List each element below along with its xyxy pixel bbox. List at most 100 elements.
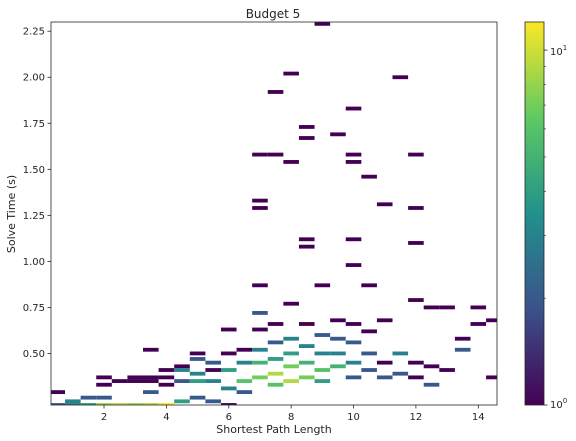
heatmap-cell [423,382,440,387]
heatmap-cell [345,106,362,111]
heatmap-cell [158,403,175,405]
x-tick-label: 2 [101,412,107,423]
heatmap-cell [439,305,455,310]
heatmap-cell [314,333,331,337]
heatmap-cell [314,283,331,288]
x-tick-label: 6 [226,412,232,423]
heatmap-cell [252,206,268,210]
heatmap-cell [283,71,299,76]
heatmap-cell [376,375,393,380]
heatmap-cell [189,357,206,361]
colorbar-tick-label-bottom: 100 [550,397,567,411]
heatmap-cell [143,379,159,383]
heatmap-cell [267,382,284,387]
heatmap-cell [376,360,393,365]
heatmap-cell [283,379,299,383]
heatmap-cell [330,364,346,369]
x-tick-label: 10 [347,412,360,423]
heatmap-cell [174,364,190,369]
heatmap-cell [298,344,315,348]
heatmap-cell [205,399,221,404]
heatmap-cell [345,160,362,164]
y-tick-label: 1.00 [23,257,45,268]
heatmap-cell [330,336,346,341]
heatmap-cell [158,382,175,387]
heatmap-cell [127,379,144,383]
heatmap-cell [470,305,487,310]
heatmap-cell [267,371,284,376]
heatmap-cell [408,206,424,210]
heatmap-cell [376,202,393,207]
heatmap-cell [220,351,237,356]
heatmap-cell [345,263,362,267]
heatmap-cell [65,399,81,404]
heatmap-cell [314,22,331,26]
heatmap-cell [252,283,268,288]
heatmap-cell [330,132,346,137]
heatmap-cell [143,403,159,405]
heatmap-cell [205,360,221,365]
heatmap-cell [361,283,377,288]
heatmap-cell [252,198,268,203]
heatmap-cell [220,327,237,332]
heatmap-cell [376,318,393,323]
y-tick-label: 0.75 [23,303,45,314]
plot-frame [50,21,498,406]
heatmap-cell [127,403,144,405]
heatmap-cell [361,329,377,334]
x-axis-label: Shortest Path Length [216,423,331,436]
heatmap-cell [111,379,128,383]
heatmap-cell [236,379,253,383]
heatmap-cell [298,237,315,242]
heatmap-cell [486,318,497,323]
heatmap-cell [252,152,268,157]
heatmap-cell [298,360,315,365]
heatmap-cell [345,152,362,157]
heatmap-cell [423,364,440,369]
heatmap-cell [283,351,299,356]
heatmap-cell [252,311,268,315]
x-axis-ticks: 2 4 6 8 10 12 14 [101,405,485,423]
heatmap-cell [267,357,284,361]
heatmap-cell [345,375,362,380]
heatmap-cell [283,301,299,306]
heatmap-cell [205,379,221,383]
chart-title: Budget 5 [246,7,301,21]
heatmap-cell [408,360,424,365]
heatmap-cell [283,364,299,369]
heatmap-cell [408,241,424,245]
heatmap-cell [252,347,268,352]
heatmap-cell [96,395,112,400]
heatmap-cell [174,379,190,383]
heatmap-cell [174,399,190,404]
y-tick-label: 2.25 [23,27,45,38]
heatmap-cell [158,368,175,372]
heatmap-cell [143,347,159,352]
y-tick-label: 2.00 [23,73,45,84]
heatmap-cell [298,125,315,129]
colorbar-ticks [544,49,548,406]
heatmap-cell [454,347,471,352]
heatmap-cell [314,351,331,356]
heatmap-cell [51,390,66,395]
heatmap-cell [423,305,440,310]
heatmap-cell [330,351,346,356]
heatmap-cell [392,75,409,80]
heatmap-cell [361,351,377,356]
heatmap-cell [298,136,315,140]
heatmap-cell [298,244,315,249]
heatmap-cell [298,322,315,326]
heatmap-cell [267,90,284,94]
heatmap-cell [189,371,206,376]
heatmap-cell [65,403,81,405]
heatmap-cell [283,336,299,341]
heatmap-cell [236,360,253,365]
heatmap-cell [345,360,362,365]
heatmap-cell [189,395,206,400]
heatmap-cell [486,375,497,380]
y-tick-label: 1.50 [23,165,45,176]
colorbar [524,21,545,406]
y-axis-ticks: 0.50 0.75 1.00 1.25 1.50 1.75 2.00 2.25 [23,27,51,360]
heatmap-cell [220,386,237,391]
